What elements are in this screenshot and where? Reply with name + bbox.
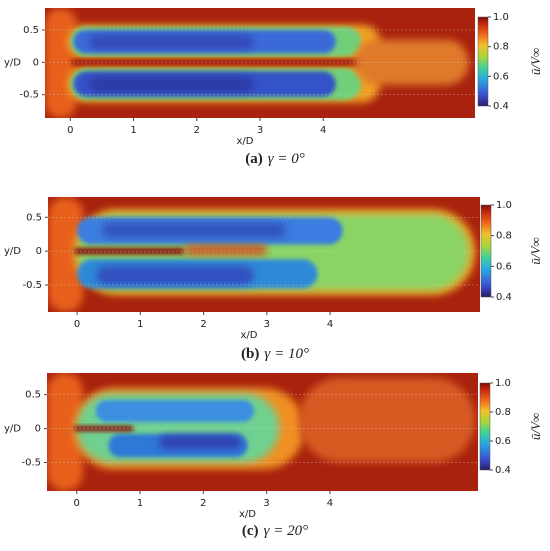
y-tick-label: -0.5 [19,90,39,101]
colorbar-tick-label: 1.0 [496,200,512,211]
x-tick-label: 1 [137,319,143,330]
colorbar-tick-label: 0.6 [496,261,512,272]
colorbar-label: ū/V∞ [528,48,543,75]
colorbar-tick-label: 0.6 [493,71,509,82]
colorbar-tick-label: 0.8 [496,231,512,242]
x-tick-label: 0 [67,125,73,136]
x-tick-label: 3 [263,498,269,509]
caption-label: (a) [245,151,263,167]
flow-region [48,197,84,312]
colorbar-label: ū/V∞ [528,413,543,440]
x-axis-label: x/D [237,136,254,147]
x-axis-label: x/D [241,330,258,341]
flow-region [47,373,84,491]
x-tick-label: 0 [74,319,80,330]
caption-text: γ = 20° [264,523,309,539]
colorbar-tick-label: 1.0 [495,378,511,389]
flow-region [298,377,476,463]
x-tick-label: 3 [257,125,263,136]
caption: (b) γ = 10° [241,346,309,362]
flow-region [102,222,286,238]
x-tick-label: 2 [194,125,200,136]
y-tick-label: -0.5 [21,458,41,469]
x-tick-label: 2 [200,319,206,330]
x-tick-label: 3 [264,319,270,330]
colorbar-tick-label: 0.8 [493,42,509,53]
flow-region [89,76,254,93]
x-tick-label: 4 [327,319,333,330]
panel: -0.5 0 0.5 0 1 2 3 4 x/D y/D 0.4 0.6 0.8 1.0 ū/V∞ (b) γ … [4,197,543,362]
flow-region [184,245,267,255]
y-axis-label: y/D [4,424,21,435]
caption-label: (c) [242,523,259,539]
colorbar [480,204,492,298]
field [47,373,478,491]
caption: (a) γ = 0° [245,151,305,167]
y-tick-label: 0.5 [25,390,41,401]
y-axis-label: y/D [4,57,21,68]
flow-region [89,35,254,50]
x-tick-label: 1 [130,125,136,136]
colorbar-tick-label: 0.4 [496,292,512,303]
colorbar [479,382,491,471]
colorbar-tick-label: 0.4 [495,465,511,476]
x-tick-label: 2 [200,498,206,509]
flow-region [95,400,254,422]
x-tick-label: 4 [327,498,333,509]
colorbar [477,16,489,107]
colorbar-label: ū/V∞ [528,237,543,264]
y-tick-label: 0 [33,57,39,68]
colorbar-tick-label: 1.0 [493,12,509,23]
x-tick-label: 0 [74,498,80,509]
y-tick-label: 0.5 [26,212,42,223]
flow-region [354,39,469,85]
y-tick-label: 0 [36,246,42,257]
y-axis-label: y/D [4,246,21,257]
caption-text: γ = 10° [264,346,309,362]
y-tick-label: 0.5 [23,25,39,36]
flow-region [159,435,242,449]
x-axis-label: x/D [239,509,256,520]
panel: -0.5 0 0.5 0 1 2 3 4 x/D y/D 0.4 0.6 0.8 1.0 ū/V∞ (a) γ … [4,8,543,167]
panel: -0.5 0 0.5 0 1 2 3 4 x/D y/D 0.4 0.6 0.8 1.0 ū/V∞ (c) γ … [4,373,543,539]
field [48,197,480,312]
colorbar-tick-label: 0.4 [493,101,509,112]
flow-region [96,266,255,285]
x-tick-label: 4 [320,125,326,136]
y-tick-label: -0.5 [22,280,42,291]
caption-label: (b) [241,346,259,362]
caption-text: γ = 0° [268,151,305,167]
colorbar-tick-label: 0.6 [495,436,511,447]
field [45,8,475,118]
y-tick-label: 0 [35,424,41,435]
caption: (c) γ = 20° [242,523,308,539]
colorbar-tick-label: 0.8 [495,407,511,418]
x-tick-label: 1 [137,498,143,509]
